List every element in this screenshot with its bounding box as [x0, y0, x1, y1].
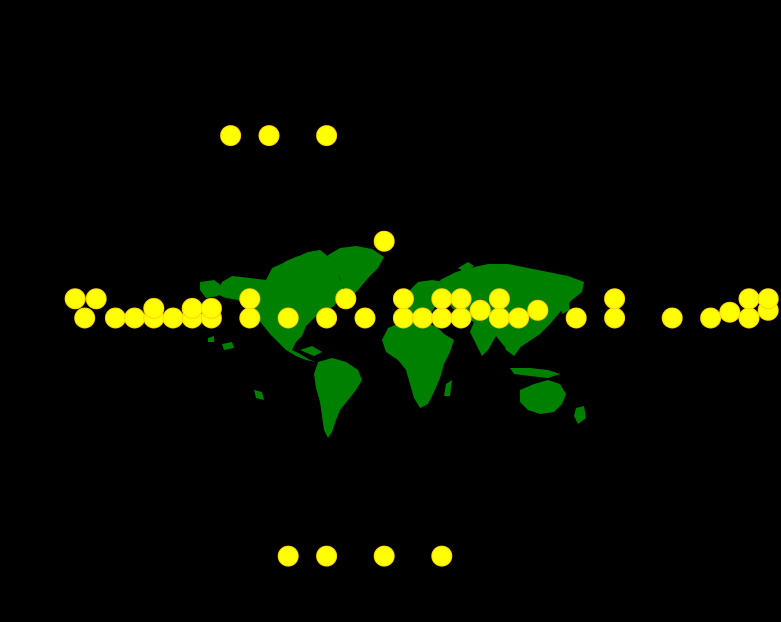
map-marker-35[interactable]: [700, 307, 722, 329]
new-zealand-landmass: [574, 406, 586, 424]
africa-landmass: [382, 322, 454, 408]
map-marker-26[interactable]: [469, 299, 491, 321]
india-landmass: [470, 322, 496, 356]
map-marker-17[interactable]: [335, 288, 357, 310]
map-marker-3[interactable]: [85, 288, 107, 310]
map-marker-44[interactable]: [316, 125, 338, 147]
map-marker-5[interactable]: [124, 307, 146, 329]
map-marker-8[interactable]: [162, 307, 184, 329]
pacific-island-landmass: [208, 336, 214, 342]
map-marker-48[interactable]: [431, 545, 453, 567]
map-marker-27[interactable]: [488, 307, 510, 329]
map-marker-45[interactable]: [277, 545, 299, 567]
asia-landmass: [440, 264, 584, 350]
map-marker-31[interactable]: [565, 307, 587, 329]
alaska-landmass: [200, 280, 222, 298]
southeast-asia-landmass: [500, 334, 520, 356]
map-marker-22[interactable]: [431, 307, 453, 329]
map-marker-40[interactable]: [757, 288, 779, 310]
map-marker-38[interactable]: [738, 288, 760, 310]
map-marker-18[interactable]: [354, 307, 376, 329]
arctic-russia-island-landmass: [458, 262, 474, 272]
map-marker-16[interactable]: [316, 307, 338, 329]
map-marker-10[interactable]: [181, 297, 203, 319]
map-marker-43[interactable]: [258, 125, 280, 147]
map-marker-47[interactable]: [373, 545, 395, 567]
indonesia-landmass: [510, 368, 560, 378]
map-marker-46[interactable]: [316, 545, 338, 567]
map-marker-15[interactable]: [277, 307, 299, 329]
australia-landmass: [520, 380, 566, 414]
map-marker-23[interactable]: [431, 288, 453, 310]
madagascar-landmass: [444, 380, 452, 396]
north-america-landmass: [216, 250, 344, 362]
map-marker-14[interactable]: [239, 288, 261, 310]
pacific-island-2-landmass: [222, 342, 234, 350]
map-marker-20[interactable]: [392, 288, 414, 310]
map-marker-41[interactable]: [373, 230, 395, 252]
map-marker-2[interactable]: [74, 307, 96, 329]
map-marker-33[interactable]: [604, 288, 626, 310]
map-marker-13[interactable]: [239, 307, 261, 329]
map-marker-1[interactable]: [64, 288, 86, 310]
map-marker-19[interactable]: [392, 307, 414, 329]
map-marker-25[interactable]: [450, 288, 472, 310]
map-marker-36[interactable]: [719, 301, 741, 323]
map-marker-7[interactable]: [143, 297, 165, 319]
map-marker-30[interactable]: [527, 299, 549, 321]
central-america-islands-landmass: [300, 346, 322, 356]
map-marker-4[interactable]: [104, 307, 126, 329]
japan-landmass: [560, 296, 570, 314]
map-marker-34[interactable]: [661, 307, 683, 329]
map-marker-21[interactable]: [412, 307, 434, 329]
map-marker-29[interactable]: [508, 307, 530, 329]
map-marker-37[interactable]: [738, 307, 760, 329]
map-marker-24[interactable]: [450, 307, 472, 329]
hawaii-landmass: [254, 390, 264, 400]
point-markers: [64, 125, 779, 567]
map-marker-12[interactable]: [200, 297, 222, 319]
map-marker-32[interactable]: [604, 307, 626, 329]
south-america-landmass: [314, 358, 362, 438]
map-marker-42[interactable]: [220, 125, 242, 147]
greenland-landmass: [328, 246, 384, 298]
arctic-islands-landmass: [284, 256, 306, 270]
map-marker-28[interactable]: [488, 288, 510, 310]
